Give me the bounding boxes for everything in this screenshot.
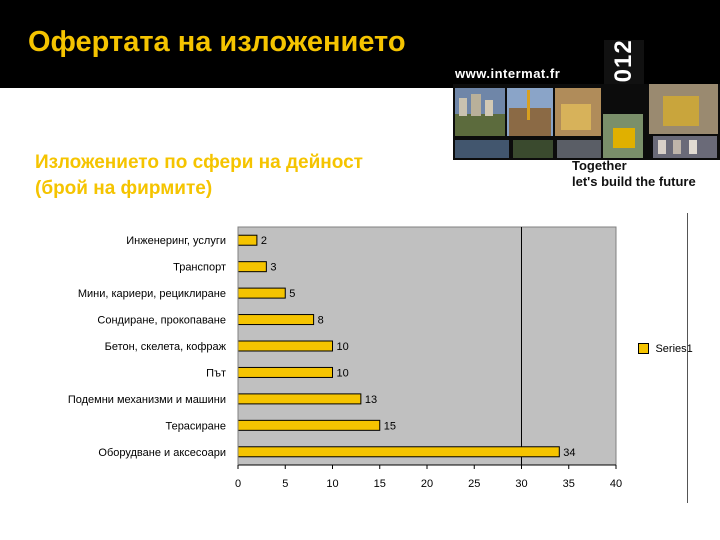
legend-swatch bbox=[638, 343, 649, 355]
data-label: 10 bbox=[337, 367, 349, 379]
x-tick-label: 20 bbox=[421, 478, 433, 490]
bar bbox=[237, 419, 381, 431]
category-label: Бетон, скелета, кофраж bbox=[105, 341, 227, 353]
category-label: Път bbox=[206, 367, 226, 379]
category-label: Оборудване и аксесоари bbox=[98, 447, 226, 459]
bar bbox=[237, 261, 267, 273]
data-label: 34 bbox=[563, 447, 575, 459]
category-label: Подемни механизми и машини bbox=[68, 394, 226, 406]
category-label: Сондиране, прокопаване bbox=[97, 315, 226, 327]
x-tick-label: 35 bbox=[563, 478, 575, 490]
bar bbox=[237, 340, 333, 352]
tagline-line-2: let's build the future bbox=[572, 174, 696, 189]
category-label: Инженеринг, услуги bbox=[126, 235, 226, 247]
x-tick-label: 5 bbox=[282, 478, 288, 490]
tagline-line-1: Together bbox=[572, 158, 627, 173]
x-tick-label: 0 bbox=[235, 478, 241, 490]
category-label: Мини, кариери, рециклиране bbox=[78, 288, 226, 300]
x-tick-label: 30 bbox=[515, 478, 527, 490]
subtitle-line-2: (брой на фирмите) bbox=[35, 178, 213, 199]
data-label: 5 bbox=[289, 288, 295, 300]
category-label: Терасиране bbox=[165, 420, 226, 432]
tagline: Together let's build the future bbox=[572, 158, 696, 190]
x-tick-label: 25 bbox=[468, 478, 480, 490]
legend-label: Series1 bbox=[655, 342, 693, 355]
bar bbox=[237, 446, 560, 458]
legend: Series1 bbox=[638, 340, 693, 355]
bar bbox=[237, 314, 315, 326]
photo-collage bbox=[453, 84, 720, 160]
x-tick-label: 15 bbox=[374, 478, 386, 490]
data-label: 2 bbox=[261, 235, 267, 247]
bar bbox=[237, 366, 333, 378]
header-bar: Офертата на изложението www.intermat.fr bbox=[0, 0, 720, 88]
subtitle-line-1: Изложението по сфери на дейност bbox=[35, 152, 363, 173]
category-label: Транспорт bbox=[173, 262, 226, 274]
x-tick-label: 40 bbox=[610, 478, 622, 490]
website-url: www.intermat.fr bbox=[455, 66, 561, 81]
data-label: 13 bbox=[365, 394, 377, 406]
data-label: 3 bbox=[270, 262, 276, 274]
bar bbox=[237, 393, 362, 405]
data-label: 10 bbox=[337, 341, 349, 353]
chart-subtitle: Изложението по сфери на дейност (брой на… bbox=[35, 150, 363, 202]
bar bbox=[237, 287, 286, 299]
bar bbox=[237, 234, 258, 246]
divider bbox=[687, 213, 688, 503]
x-tick-label: 10 bbox=[326, 478, 338, 490]
slide-title: Офертата на изложението bbox=[28, 26, 406, 58]
data-label: 8 bbox=[318, 315, 324, 327]
data-label: 15 bbox=[384, 420, 396, 432]
